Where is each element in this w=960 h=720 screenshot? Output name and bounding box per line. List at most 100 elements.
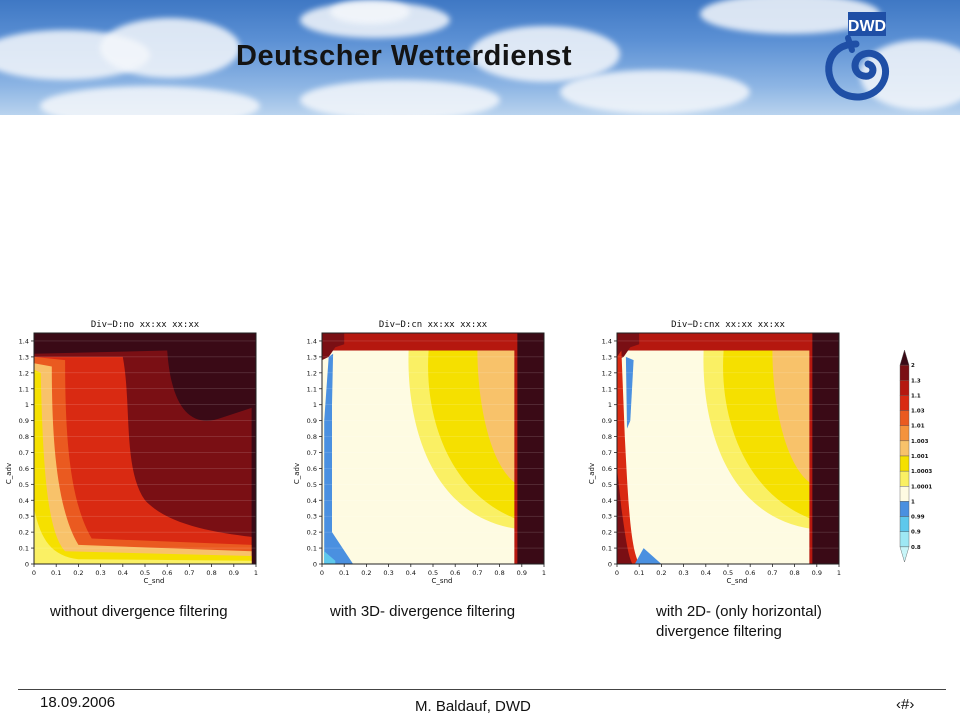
- colorbar-level-label: 1.3: [911, 378, 921, 384]
- y-tick-label: 0.6: [602, 465, 612, 473]
- colorbar-segment: [899, 516, 910, 532]
- y-tick-label: 1.3: [602, 353, 612, 361]
- x-tick-label: 0.1: [634, 569, 644, 577]
- colorbar-segment: [899, 531, 910, 548]
- region-edge-band: [809, 333, 814, 564]
- footer-divider: [18, 689, 946, 690]
- region-level-0.99-bottom: [634, 548, 662, 564]
- region-top-left-corner: [617, 333, 640, 361]
- plot-area: [34, 333, 256, 564]
- x-tick-label: 0.7: [472, 569, 482, 577]
- y-tick-label: 0.1: [602, 545, 612, 553]
- y-tick-label: 0.3: [19, 513, 29, 521]
- y-tick-label: 1: [608, 401, 612, 409]
- y-tick-label: 0.8: [307, 433, 317, 441]
- svg-text:DWD: DWD: [848, 18, 886, 35]
- x-tick-label: 0.9: [517, 569, 527, 577]
- colorbar-level-label: 1: [911, 499, 915, 505]
- y-tick-label: 1.3: [307, 353, 317, 361]
- y-tick-label: 0.7: [19, 449, 29, 457]
- x-tick-label: 0.5: [723, 569, 733, 577]
- caption-3d-filter: with 3D- divergence filtering: [330, 603, 516, 620]
- colorbar-segment: [899, 440, 910, 457]
- y-tick-label: 0.5: [307, 481, 317, 489]
- y-tick-label: 0: [313, 561, 317, 569]
- x-tick-label: 0: [32, 569, 36, 577]
- x-tick-label: 1: [837, 569, 841, 577]
- colorbar-level-label: 1.01: [911, 424, 925, 430]
- y-tick-label: 0.2: [602, 529, 612, 537]
- y-tick-label: 0.4: [602, 497, 612, 505]
- colorbar-segment: [899, 501, 910, 517]
- caption-2d-filter: with 2D- (only horizontal) divergence fi…: [656, 602, 822, 642]
- y-tick-label: 1: [25, 401, 29, 409]
- colorbar-level-label: 1.03: [911, 409, 925, 415]
- y-tick-label: 0.5: [19, 481, 29, 489]
- x-tick-label: 0.2: [656, 569, 666, 577]
- plot-area: [322, 333, 544, 564]
- colorbar-segment: [899, 364, 910, 381]
- color-legend: 2 1.3 1.1 1.03 1.01 1.003 1.001 1.0003 1.0001 1 0.…: [899, 349, 932, 563]
- colorbar-level-label: 0.8: [911, 545, 921, 551]
- y-tick-label: 0: [25, 561, 29, 569]
- colorbar-level-label: 1.0003: [911, 469, 932, 475]
- dwd-logo: DWD: [825, 12, 889, 101]
- x-tick-label: 0.3: [95, 569, 105, 577]
- x-tick-label: 0.4: [406, 569, 416, 577]
- colorbar-level-label: 0.9: [911, 530, 921, 536]
- caption-no-filter: without divergence filtering: [50, 603, 228, 620]
- banner-title: Deutscher Wetterdienst: [236, 40, 572, 72]
- y-tick-label: 1.4: [602, 337, 612, 345]
- y-axis-label: C_adv: [5, 463, 13, 484]
- y-tick-label: 0.9: [19, 417, 29, 425]
- x-tick-label: 0.7: [767, 569, 777, 577]
- region-level-1.001: [477, 350, 518, 485]
- y-tick-label: 0: [608, 561, 612, 569]
- region-left-dark: [617, 468, 633, 564]
- plot-area: [617, 333, 839, 564]
- x-tick-label: 0.2: [361, 569, 371, 577]
- x-tick-label: 0.6: [162, 569, 172, 577]
- y-tick-label: 1.1: [307, 385, 317, 393]
- y-tick-label: 0.8: [602, 433, 612, 441]
- y-tick-label: 0.3: [307, 513, 317, 521]
- x-tick-label: 0.1: [51, 569, 61, 577]
- y-tick-label: 0.3: [602, 513, 612, 521]
- colorbar-segment: [899, 425, 910, 442]
- y-tick-label: 0.6: [19, 465, 29, 473]
- caption-2d-filter-line2: divergence filtering: [656, 623, 782, 640]
- colorbar-level-label: 0.99: [911, 515, 925, 521]
- x-axis-label: C_snd: [432, 577, 453, 585]
- chart-panel-2d-filter: Div−D:cnx xx:xx xx:xx 0 0.1 0.2 0.3 0.4 0.5 0.6…: [588, 320, 841, 585]
- region-unstable: [517, 333, 544, 564]
- y-tick-label: 1.1: [602, 385, 612, 393]
- y-tick-label: 0.6: [307, 465, 317, 473]
- colorbar-segment: [899, 395, 910, 411]
- chart-title: Div−D:cnx xx:xx xx:xx: [671, 320, 785, 330]
- region-level-1.0003: [34, 369, 252, 564]
- region-level-0.9: [324, 551, 336, 564]
- colorbar-segment: [899, 410, 910, 426]
- colorbar-level-label: 1.1: [911, 393, 921, 399]
- x-tick-label: 0.4: [701, 569, 711, 577]
- caption-2d-filter-line1: with 2D- (only horizontal): [656, 603, 822, 620]
- region-unstable-edge: [254, 333, 256, 564]
- footer-date: 18.09.2006: [40, 694, 116, 711]
- region-level-0.99: [625, 356, 634, 429]
- chart-title: Div−D:no xx:xx xx:xx: [91, 320, 200, 330]
- colorbar-segment-top: [899, 349, 910, 366]
- y-tick-label: 0.5: [602, 481, 612, 489]
- x-tick-label: 0.6: [450, 569, 460, 577]
- x-tick-label: 0.2: [73, 569, 83, 577]
- y-tick-label: 0.2: [307, 529, 317, 537]
- x-tick-label: 0.3: [383, 569, 393, 577]
- region-unstable: [812, 333, 839, 564]
- chart-panel-no-filter: Div−D:no xx:xx xx:xx 0 0.1 0.2 0.3 0.4 0.5 0.6 0…: [5, 320, 258, 585]
- x-tick-label: 0.9: [229, 569, 239, 577]
- colorbar-segment: [899, 470, 910, 487]
- colorbar-level-label: 1.001: [911, 454, 929, 460]
- y-tick-label: 0.1: [19, 545, 29, 553]
- footer-slide-number: ‹#›: [896, 696, 915, 713]
- y-tick-label: 0.7: [307, 449, 317, 457]
- y-axis-label: C_adv: [293, 463, 301, 484]
